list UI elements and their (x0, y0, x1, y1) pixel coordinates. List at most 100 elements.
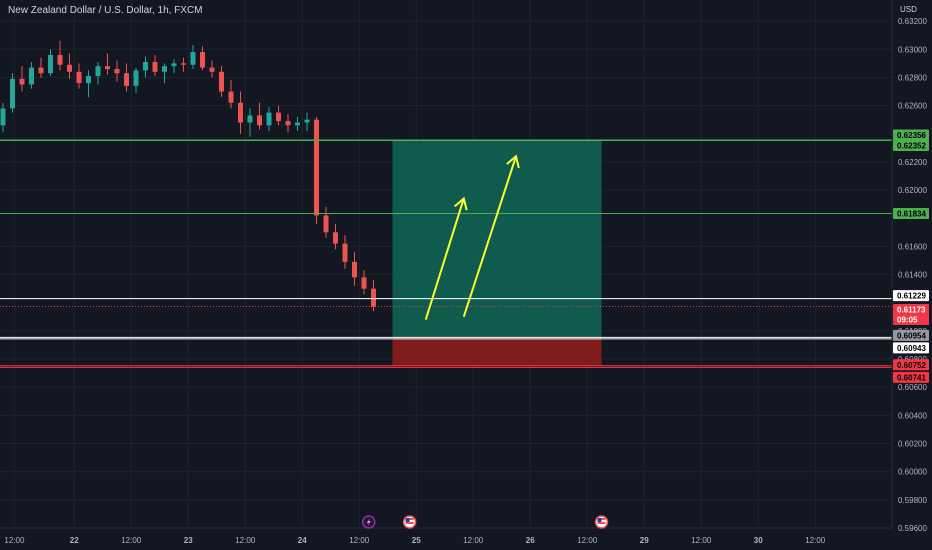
x-tick-label: 25 (412, 536, 421, 545)
candle-body (314, 119, 319, 216)
arrow-shaft (462, 155, 517, 318)
candle-body (257, 115, 262, 126)
candle-body (114, 68, 120, 74)
level-label: 0.60752 (897, 361, 926, 370)
level-label: 0.61834 (897, 209, 926, 218)
y-tick-label: 0.62600 (898, 102, 927, 111)
x-tick-label: 26 (526, 536, 535, 545)
countdown-label-bg (893, 314, 929, 326)
chart-title: New Zealand Dollar / U.S. Dollar, 1h, FX… (8, 5, 203, 16)
profit-zone[interactable] (392, 139, 602, 338)
trend-arrow[interactable] (424, 196, 468, 320)
level-label-bg (893, 371, 929, 383)
candle-body (276, 112, 281, 122)
candle-body (342, 243, 348, 262)
lightning-icon-bolt (366, 518, 371, 526)
candle-body (162, 66, 167, 72)
candle-body (29, 67, 34, 85)
price-levels[interactable] (0, 139, 892, 368)
annotation-arrows[interactable] (424, 154, 520, 320)
x-tick-label: 12:00 (349, 536, 370, 545)
candle-body (190, 52, 196, 65)
y-tick-label: 0.63200 (898, 17, 927, 26)
candle-body (76, 71, 82, 84)
flag-icon-canton (597, 518, 602, 522)
x-tick-label: 12:00 (805, 536, 826, 545)
event-markers[interactable] (362, 515, 609, 529)
flag-icon-stripe (597, 522, 606, 524)
flag-icon-stripe (405, 522, 414, 524)
candle-body (0, 108, 6, 126)
candle-body (38, 67, 44, 74)
candle-body (124, 73, 129, 86)
candle-body (352, 261, 357, 278)
level-label: 0.60954 (897, 331, 926, 340)
candle-body (57, 54, 63, 65)
flag-icon-canton (405, 518, 410, 522)
candle-body (228, 91, 234, 103)
candle-body (181, 63, 186, 65)
price-axis[interactable]: 0.63200 0.63000 0.62800 0.62600 0.62200 0.620… (891, 0, 932, 550)
price-axis-bg (892, 0, 932, 550)
candle-body (238, 102, 243, 123)
us-flag-icon[interactable] (402, 515, 417, 529)
currency-label: USD (900, 5, 917, 14)
level-label-bg (893, 290, 929, 302)
level-label: 0.62352 (897, 142, 926, 151)
arrow-head (506, 154, 520, 169)
candle-body (219, 71, 224, 92)
level-label: 0.61229 (897, 292, 926, 301)
current-price-label-bg (893, 304, 929, 316)
y-tick-label: 0.62000 (898, 186, 927, 195)
x-tick-label: 12:00 (235, 536, 256, 545)
countdown-label: 09:05 (897, 316, 918, 325)
level-label-bg (893, 207, 929, 219)
y-tick-label: 0.60200 (898, 440, 927, 449)
us-flag-icon[interactable] (594, 515, 609, 529)
candle-body (95, 66, 101, 77)
y-tick-label: 0.63000 (898, 45, 927, 54)
candle-body (247, 115, 253, 123)
level-label-bg (893, 359, 929, 371)
level-label: 0.60741 (897, 373, 926, 382)
x-tick-label: 29 (640, 536, 649, 545)
candle-body (105, 66, 110, 69)
candle-body (200, 52, 205, 68)
candle-body (304, 119, 310, 123)
arrow-shaft (424, 198, 465, 320)
candle-body (152, 61, 158, 72)
level-label: 0.62356 (897, 131, 926, 140)
candle-body (323, 215, 329, 233)
x-tick-label: 12:00 (577, 536, 598, 545)
candle-body (19, 78, 25, 85)
y-tick-label: 0.60600 (898, 383, 927, 392)
y-tick-label: 0.61600 (898, 242, 927, 251)
level-label: 0.60943 (897, 344, 926, 353)
time-axis-bg (0, 528, 892, 550)
candle-body (266, 112, 272, 126)
candle-body (86, 76, 91, 84)
x-tick-label: 30 (754, 536, 763, 545)
time-axis[interactable]: 12:00 22 12:00 23 12:00 24 12:00 25 12:00 26 12:00… (0, 527, 892, 550)
y-tick-label: 0.61400 (898, 271, 927, 280)
candle-body (361, 277, 367, 289)
y-tick-label: 0.62800 (898, 73, 927, 82)
stop-loss-zone[interactable] (392, 337, 602, 366)
lightning-icon[interactable] (362, 515, 376, 529)
y-tick-label: 0.59600 (898, 524, 927, 533)
candle-body (333, 232, 338, 244)
level-label-bg (893, 129, 929, 141)
x-tick-label: 12:00 (691, 536, 712, 545)
level-label-bg (893, 329, 929, 341)
candle-body (209, 67, 215, 72)
candle-body (67, 64, 72, 72)
candle-body (143, 61, 148, 71)
trend-arrow[interactable] (462, 154, 520, 318)
level-label-bg (893, 342, 929, 354)
y-tick-label: 0.60000 (898, 468, 927, 477)
candle-body (285, 121, 291, 126)
y-tick-label: 0.62200 (898, 158, 927, 167)
position-zones[interactable] (392, 139, 602, 366)
candles (0, 40, 376, 312)
